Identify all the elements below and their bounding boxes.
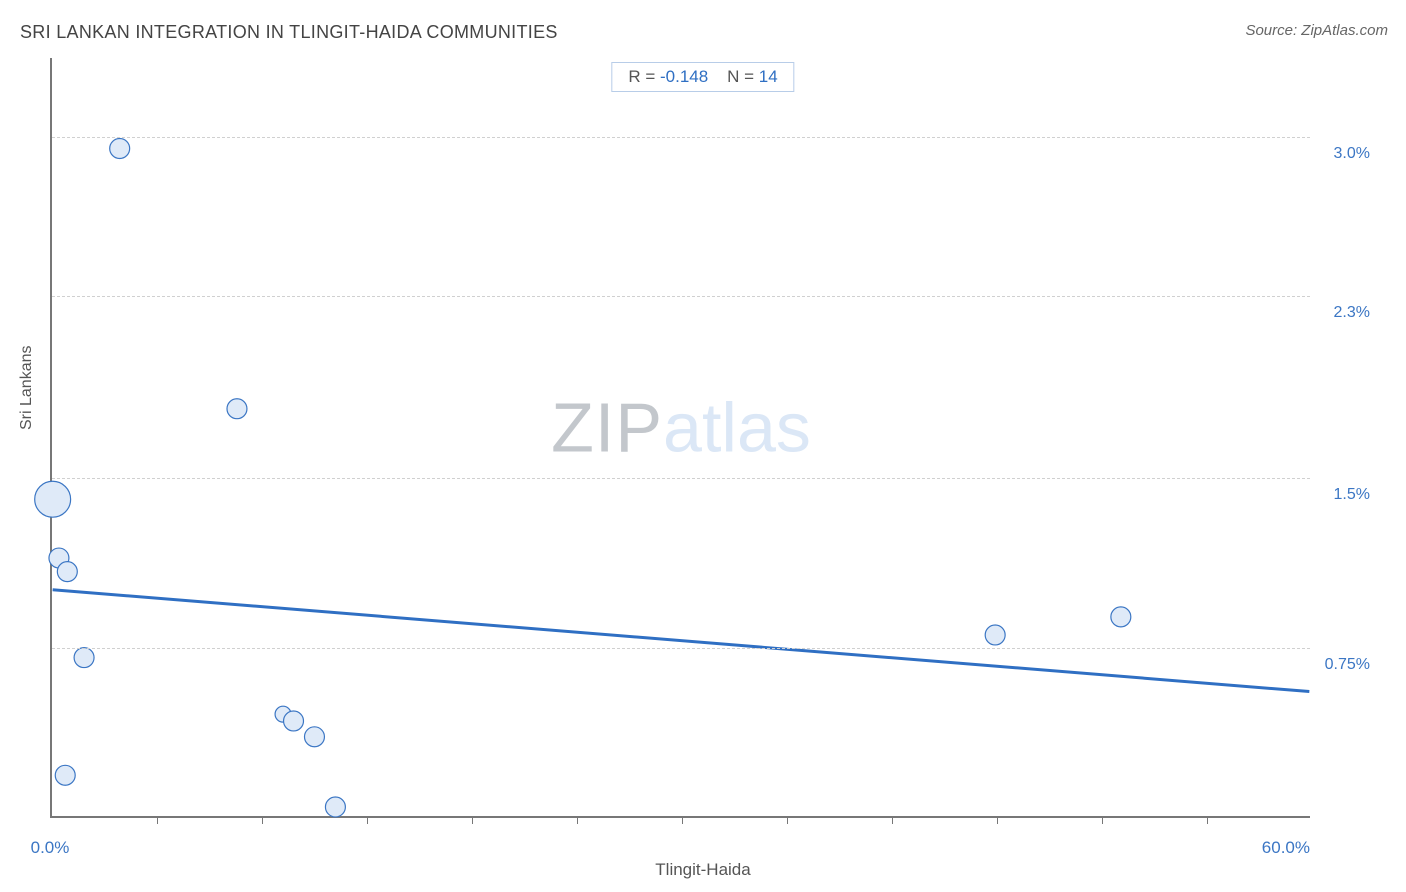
y-axis-title: Sri Lankans [18,346,36,431]
data-point[interactable] [325,797,345,817]
chart-container: SRI LANKAN INTEGRATION IN TLINGIT-HAIDA … [0,0,1406,892]
x-tick [997,816,998,824]
x-tick [787,816,788,824]
data-point[interactable] [304,727,324,747]
y-tick-label: 0.75% [1325,656,1370,674]
y-tick-label: 2.3% [1334,304,1370,322]
data-point[interactable] [55,765,75,785]
data-point[interactable] [1111,607,1131,627]
x-tick [262,816,263,824]
n-value: 14 [759,67,778,86]
n-label: N = [727,67,754,86]
r-label: R = [628,67,655,86]
chart-svg [52,58,1310,816]
x-axis-title: Tlingit-Haida [655,860,750,880]
r-value: -0.148 [660,67,708,86]
x-tick [682,816,683,824]
x-max-label: 60.0% [1262,838,1310,858]
x-tick [1207,816,1208,824]
data-point[interactable] [227,399,247,419]
x-tick [472,816,473,824]
data-point[interactable] [284,711,304,731]
gridline [52,478,1310,479]
chart-title: SRI LANKAN INTEGRATION IN TLINGIT-HAIDA … [20,22,558,43]
y-tick-label: 3.0% [1334,145,1370,163]
gridline [52,137,1310,138]
plot-area: ZIPatlas 0.75%1.5%2.3%3.0% [50,58,1310,818]
x-tick [892,816,893,824]
gridline [52,296,1310,297]
regression-line [53,590,1310,692]
x-tick [577,816,578,824]
data-point[interactable] [74,648,94,668]
x-tick [367,816,368,824]
stats-box: R = -0.148 N = 14 [611,62,794,92]
gridline [52,648,1310,649]
x-tick [157,816,158,824]
data-point[interactable] [110,139,130,159]
x-min-label: 0.0% [31,838,70,858]
y-tick-label: 1.5% [1334,486,1370,504]
data-point[interactable] [57,562,77,582]
data-point[interactable] [35,481,71,517]
data-point[interactable] [985,625,1005,645]
source-label: Source: ZipAtlas.com [1245,22,1388,39]
x-tick [1102,816,1103,824]
